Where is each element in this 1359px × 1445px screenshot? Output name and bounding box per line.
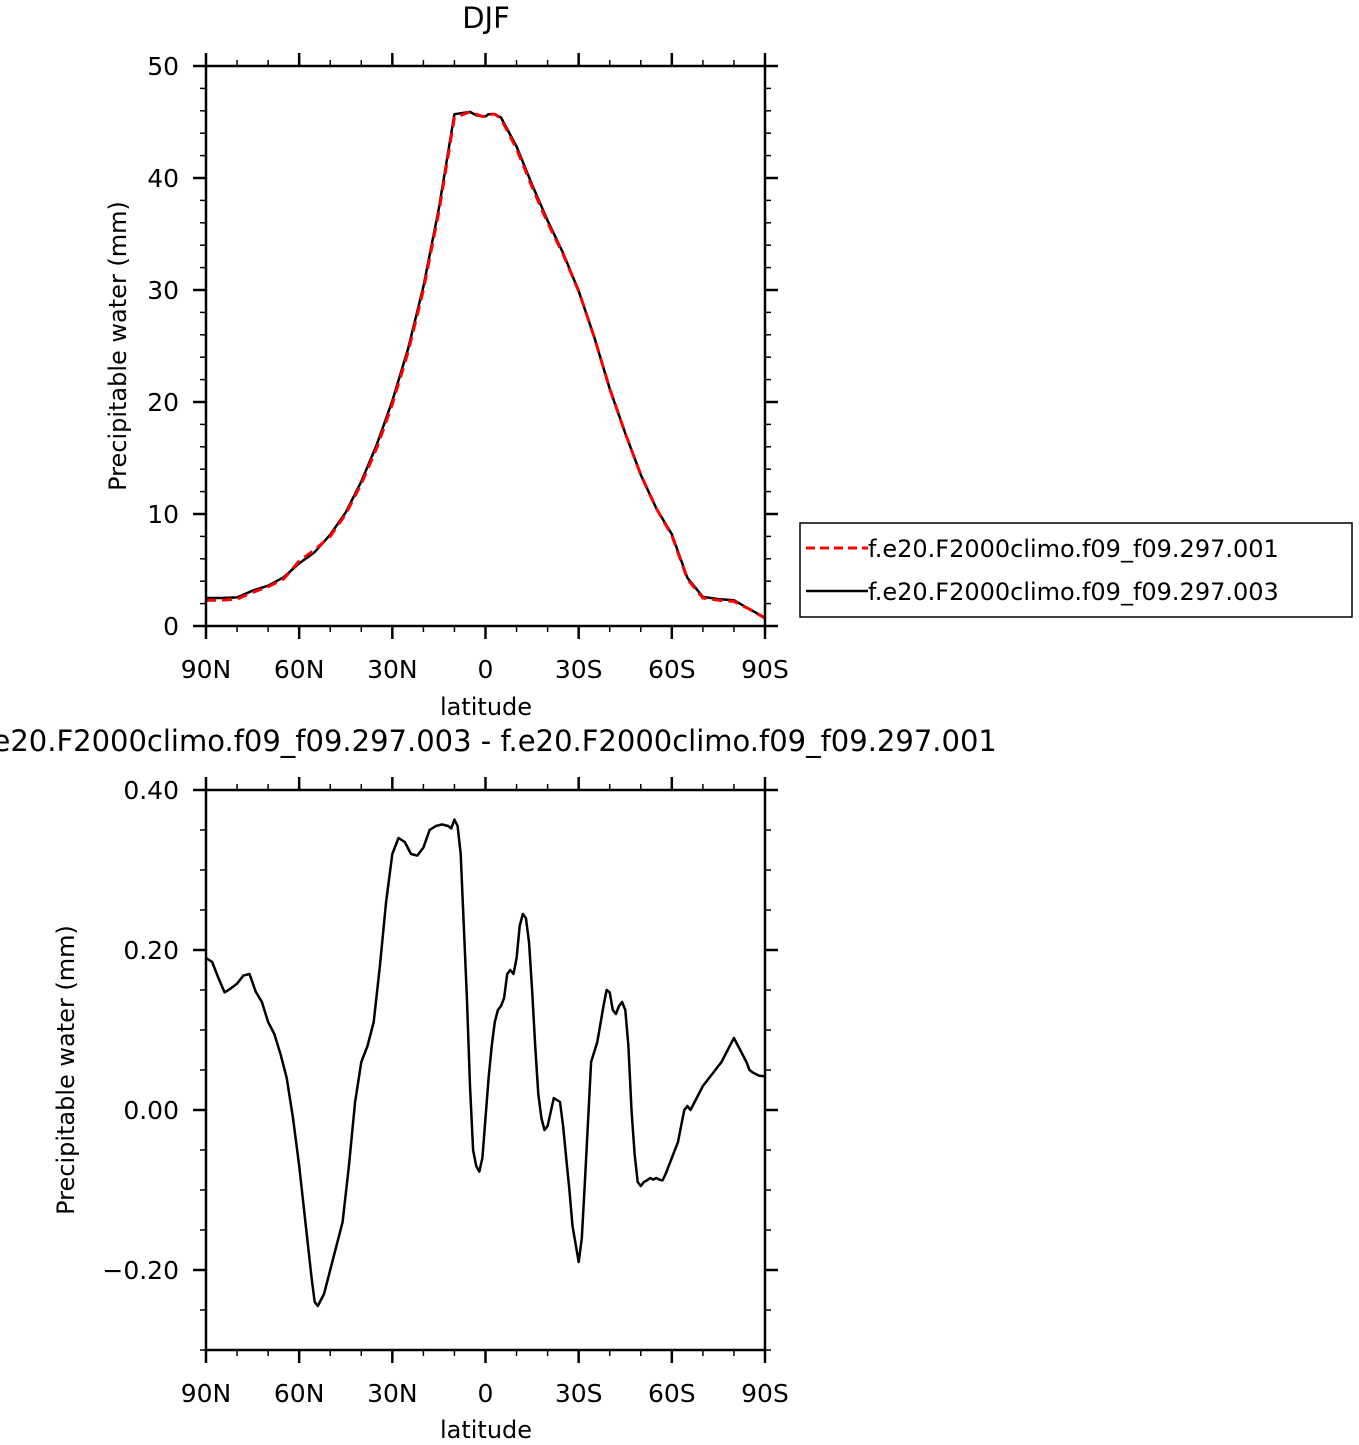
difference-panel-x-tick-label: 30S: [555, 1379, 603, 1408]
mean-panel-title: DJF: [462, 1, 510, 35]
difference-panel-y-axis-label: Precipitable water (mm): [52, 925, 80, 1215]
difference-panel-x-tick-label: 90S: [741, 1379, 789, 1408]
mean-panel-y-tick-label: 40: [147, 164, 179, 193]
mean-panel-series-line-2: [206, 110, 766, 619]
difference-panel-x-tick-label: 60S: [648, 1379, 696, 1408]
mean-panel-x-tick-label: 90N: [181, 655, 232, 684]
difference-panel-frame: [204, 788, 767, 1352]
mean-panel-ticks: 0 10 20 30 40 50 90N 60N 30N 0 30S 60S 90S: [147, 52, 789, 684]
mean-panel-y-tick-label: 20: [147, 388, 179, 417]
mean-panel-x-axis-label: latitude: [440, 693, 532, 721]
difference-panel-y-tick-label: 0.00: [123, 1096, 179, 1125]
mean-panel-x-tick-label: 90S: [741, 655, 789, 684]
difference-panel-ticks: −0.20 0.00 0.20 0.40 90N 60N 30N 0 30S 60S 90S: [102, 776, 788, 1408]
difference-panel-x-axis-label: latitude: [440, 1416, 532, 1444]
difference-panel-y-tick-label: −0.20: [102, 1256, 179, 1285]
mean-panel-y-tick-label: 50: [147, 52, 179, 81]
mean-panel-y-tick-label: 30: [147, 276, 179, 305]
difference-panel: f.e20.F2000climo.f09_f09.297.003 - f.e20…: [0, 724, 997, 1444]
mean-panel-x-tick-label: 60S: [648, 655, 696, 684]
mean-panel-y-tick-label: 10: [147, 500, 179, 529]
difference-panel-x-tick-label: 60N: [274, 1379, 325, 1408]
difference-panel-series-line-1: [205, 818, 766, 1308]
difference-panel-y-tick-label: 0.20: [123, 936, 179, 965]
mean-panel-y-axis-label: Precipitable water (mm): [104, 201, 132, 491]
mean-panel-series-group: [206, 110, 766, 620]
difference-panel-x-tick-label: 90N: [181, 1379, 232, 1408]
mean-panel-y-tick-label: 0: [163, 612, 179, 641]
difference-panel-y-tick-label: 0.40: [123, 776, 179, 805]
mean-panel-x-tick-label: 60N: [274, 655, 325, 684]
difference-panel-series-group: [205, 818, 766, 1308]
legend: f.e20.F2000climo.f09_f09.297.001 f.e20.F…: [799, 522, 1353, 618]
mean-panel-x-tick-label: 0: [478, 655, 494, 684]
mean-panel-x-tick-label: 30N: [367, 655, 418, 684]
mean-panel-series-line-1: [206, 110, 766, 620]
difference-panel-title: f.e20.F2000climo.f09_f09.297.003 - f.e20…: [0, 724, 997, 758]
legend-label-run-001: f.e20.F2000climo.f09_f09.297.001: [868, 535, 1279, 563]
mean-panel-x-tick-label: 30S: [555, 655, 603, 684]
legend-box: [799, 522, 1353, 618]
difference-panel-x-tick-label: 30N: [367, 1379, 418, 1408]
mean-panel-frame: [204, 64, 767, 628]
legend-label-run-003: f.e20.F2000climo.f09_f09.297.003: [868, 578, 1279, 606]
mean-panel: DJF 0 10 20 30 40 50 90N 60N 30N 0 30S 60S 90S latit…: [104, 1, 789, 721]
difference-panel-x-tick-label: 0: [478, 1379, 494, 1408]
